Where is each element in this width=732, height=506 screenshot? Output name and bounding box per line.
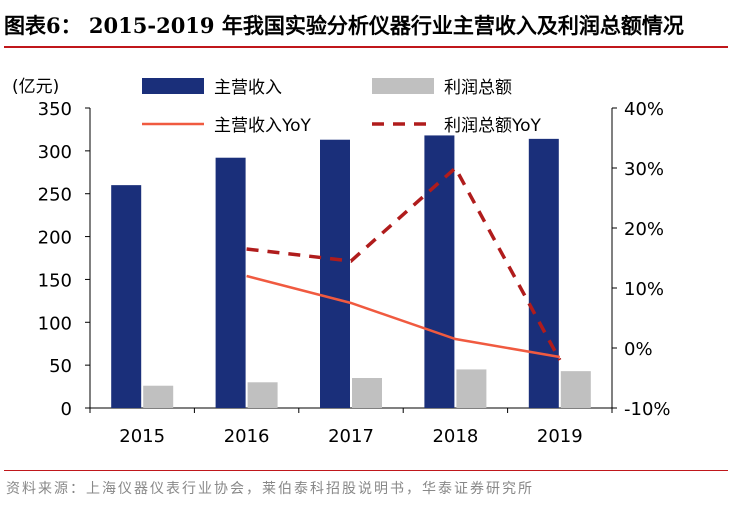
profit-bar xyxy=(456,369,487,408)
lines xyxy=(246,165,562,361)
revenue-bar xyxy=(528,138,559,408)
y-tick-label-left: 350 xyxy=(38,99,72,120)
x-tick-label: 2018 xyxy=(432,426,478,447)
y-tick-label-left: 100 xyxy=(38,313,72,334)
revenue-bar xyxy=(424,135,455,408)
x-tick-label: 2017 xyxy=(328,426,374,447)
legend-profit-swatch xyxy=(372,78,434,94)
y-tick-label-left: 200 xyxy=(38,228,72,249)
x-tick-label: 2019 xyxy=(537,426,583,447)
bars xyxy=(111,135,591,408)
y-tick-label-left: 250 xyxy=(38,185,72,206)
axes: 0 50 100 150 200 250 300 350(亿元) -10% 0% 10% 20% 30%… xyxy=(12,77,671,447)
revenue-yoy-line xyxy=(246,274,561,359)
y-axis-label: (亿元) xyxy=(12,77,59,97)
legend-revenue-label: 主营收入 xyxy=(214,78,282,98)
revenue-bar xyxy=(320,139,350,408)
y-tick-label-left: 150 xyxy=(38,270,72,291)
y-tick-label-left: 300 xyxy=(38,142,72,163)
revenue-bar xyxy=(215,157,246,408)
profit-bar xyxy=(143,385,174,408)
legend-revenue-swatch xyxy=(142,78,204,94)
x-tick-label: 2015 xyxy=(119,426,165,447)
chart-title: 图表6： 2015-2019 年我国实验分析仪器行业主营收入及利润总额情况 xyxy=(4,13,684,38)
y-tick-label-right: 0% xyxy=(624,339,653,360)
profit-bar xyxy=(247,382,278,408)
y-tick-label-right: 40% xyxy=(624,99,664,120)
footer-divider xyxy=(4,470,728,471)
profit-bar xyxy=(560,371,591,408)
y-tick-label-left: 50 xyxy=(49,356,72,377)
y-tick-label-right: -10% xyxy=(624,399,671,420)
revenue-bar xyxy=(111,185,142,408)
y-tick-label-right: 30% xyxy=(624,159,664,180)
legend-profit-label: 利润总额 xyxy=(444,78,512,98)
title-divider xyxy=(4,46,728,48)
y-tick-label-right: 20% xyxy=(624,219,664,240)
profit-bar xyxy=(352,378,382,408)
y-tick-label-right: 10% xyxy=(624,279,664,300)
profit-yoy-line xyxy=(246,165,562,361)
legend-revenue-yoy-label: 主营收入YoY xyxy=(214,116,312,136)
source-note: 资料来源：上海仪器仪表行业协会，莱伯泰科招股说明书，华泰证券研究所 xyxy=(6,481,534,497)
legend-profit-yoy-label: 利润总额YoY xyxy=(444,116,542,136)
x-tick-label: 2016 xyxy=(224,426,270,447)
y-tick-label-left: 0 xyxy=(61,399,72,420)
